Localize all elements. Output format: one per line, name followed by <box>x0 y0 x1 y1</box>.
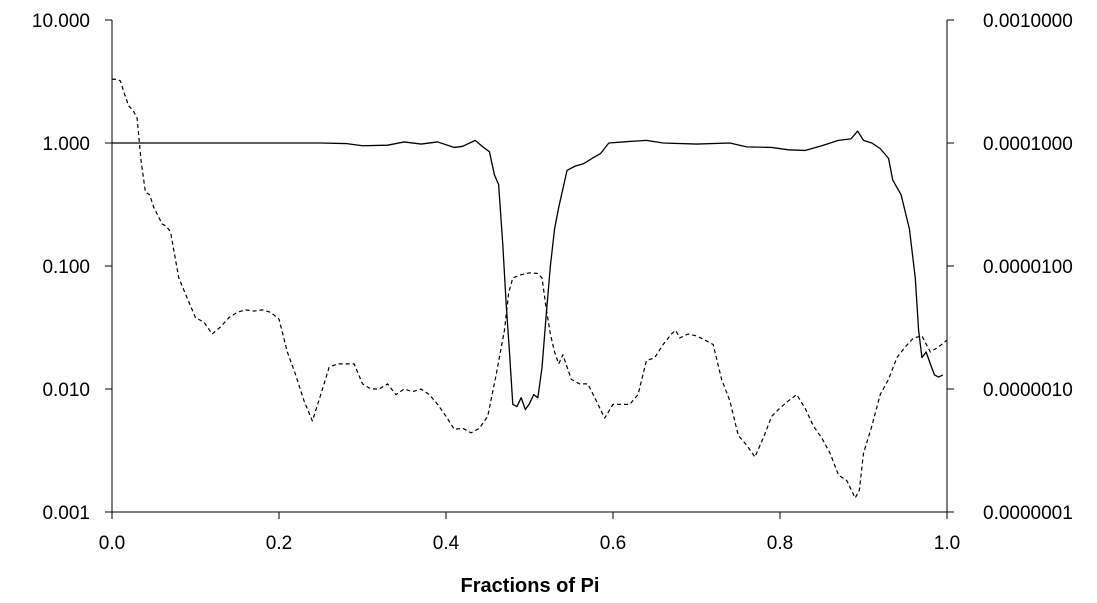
y-left-tick-label: 10.000 <box>32 11 90 32</box>
y-right-tick-label: 0.0000010 <box>983 380 1073 401</box>
x-tick-label: 0.6 <box>600 533 626 554</box>
x-axis-title: Fractions of Pi <box>461 575 600 597</box>
labels: Fractions of Pi <box>461 575 600 597</box>
x-tick-label: 0.2 <box>266 533 292 554</box>
x-tick-label: 1.0 <box>934 533 960 554</box>
axes: 0.0 0.2 0.4 0.6 0.8 1.0 0.001 0.010 0.100 1.000 10… <box>32 11 1073 554</box>
x-tick-label: 0.8 <box>767 533 793 554</box>
y-left-tick-label: 0.001 <box>42 503 90 524</box>
x-tick-label: 0.4 <box>433 533 460 554</box>
series-line-solid <box>112 130 944 411</box>
y-right-tick-label: 0.0010000 <box>983 11 1073 32</box>
y-right-tick-label: 0.0001000 <box>983 134 1073 155</box>
y-right-tick-label: 0.0000001 <box>983 503 1073 524</box>
y-left-tick-label: 0.100 <box>42 257 90 278</box>
y-right-tick-label: 0.0000100 <box>983 257 1073 278</box>
series-line-dashed <box>112 78 948 499</box>
x-tick-label: 0.0 <box>99 533 125 554</box>
y-left-tick-label: 1.000 <box>42 134 90 155</box>
series-layer <box>112 78 948 499</box>
y-left-tick-label: 0.010 <box>42 380 90 401</box>
